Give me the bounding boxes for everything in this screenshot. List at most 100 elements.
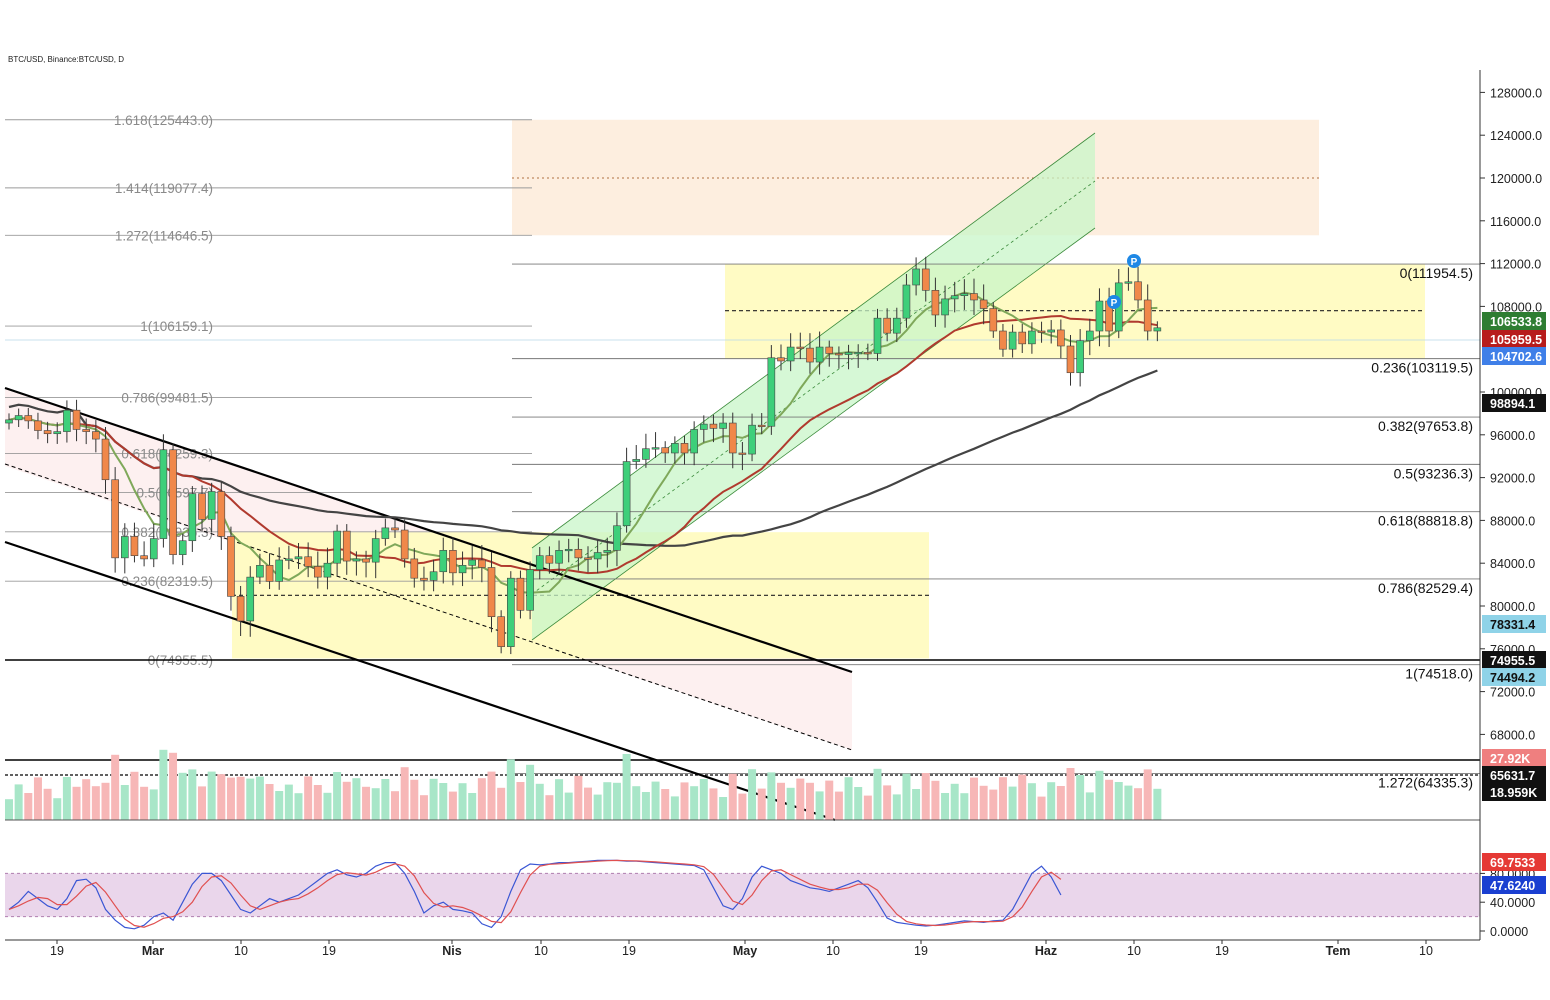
candle-down (728, 422, 737, 454)
volume-bar (255, 776, 264, 820)
fib-right-label: 0.236(103119.5) (1371, 360, 1473, 376)
volume-bar (651, 781, 660, 820)
volume-bar (458, 783, 467, 820)
candle-down (313, 566, 322, 578)
volume-bar (207, 771, 216, 820)
fib-left-label: 0.786(99481.5) (121, 391, 213, 406)
pivot-marker (1107, 295, 1121, 309)
candle-down (709, 423, 718, 429)
candle-down (1143, 299, 1152, 332)
volume-bar (91, 786, 100, 820)
candle-down (979, 299, 988, 309)
fib-left-label: 1.414(119077.4) (115, 181, 213, 196)
ma-slow-line (8, 369, 1158, 547)
candle-down (545, 555, 554, 564)
stoch-k-line (8, 859, 1062, 930)
time-axis-label: 19 (1215, 944, 1229, 958)
candle-up (1153, 327, 1162, 332)
pivot-label: P (1131, 257, 1138, 268)
time-axis-label: Mar (142, 944, 164, 958)
volume-bar (14, 784, 23, 820)
stoch-band (5, 873, 1480, 917)
volume-bar (844, 777, 853, 820)
volume-bar (516, 782, 525, 820)
candle-down (92, 431, 100, 440)
volume-bar (622, 754, 631, 820)
volume-bar (1085, 792, 1094, 820)
candle-up (1076, 340, 1084, 374)
volume-bar (477, 778, 486, 820)
volume-bar (1124, 785, 1133, 820)
volume-bar (159, 749, 168, 820)
volume-bar (178, 772, 187, 820)
price-axis-label: 80000.0 (1490, 600, 1535, 614)
volume-bar (989, 789, 998, 820)
candle-up (381, 527, 390, 539)
volume-bar (690, 786, 699, 820)
price-flag (1482, 330, 1546, 348)
volume-bar (574, 775, 583, 820)
volume-bar (603, 782, 612, 820)
candle-down (921, 268, 930, 291)
fib-left-label: 0.236(82319.5) (121, 574, 213, 589)
volume-bar (950, 783, 959, 820)
volume-bar (834, 791, 843, 820)
volume-bar (883, 785, 892, 820)
stoch-d-line (8, 859, 1062, 928)
candle-down (236, 596, 245, 622)
candle-up (632, 459, 641, 462)
volume-bar (921, 773, 930, 820)
price-axis-label: 120000.0 (1490, 172, 1542, 186)
volume-bar (149, 789, 158, 820)
volume-bar (825, 780, 834, 820)
price-axis-label: 108000.0 (1490, 300, 1542, 314)
candle-down (362, 558, 370, 563)
candle-down (680, 443, 689, 454)
volume-bar (912, 789, 921, 820)
volume-bar (217, 774, 226, 820)
time-axis-label: Nis (442, 944, 462, 958)
candle-up (352, 558, 361, 562)
volume-bar (111, 754, 120, 820)
candle-down (169, 449, 177, 555)
volume-bar (545, 795, 554, 820)
candle-up (1086, 330, 1094, 341)
candle-up (912, 268, 920, 286)
time-axis-label: 19 (914, 944, 928, 958)
volume-bar (1047, 782, 1056, 820)
candle-down (265, 565, 274, 582)
candle-down (217, 491, 226, 537)
candle-up (786, 346, 795, 362)
price-flag-label: 18.959K (1490, 786, 1537, 800)
price-axis-label: 116000.0 (1490, 215, 1541, 229)
fib-left-label: 1.272(114646.5) (115, 228, 213, 243)
pivot-marker (1127, 254, 1141, 268)
stoch-flag (1482, 876, 1546, 894)
candle-down (140, 555, 148, 560)
volume-bar (294, 793, 303, 820)
candle-down (1066, 345, 1075, 374)
candle-up (941, 298, 949, 316)
candle-up (699, 423, 708, 430)
candle-down (342, 530, 351, 562)
volume-bar (941, 793, 950, 820)
candle-up (902, 284, 911, 319)
candle-up (622, 461, 631, 527)
candle-down (410, 558, 419, 579)
candle-up (323, 562, 332, 578)
candle-down (584, 557, 592, 560)
volume-bar (72, 786, 81, 820)
time-axis-label: 10 (826, 944, 840, 958)
candle-down (516, 577, 525, 611)
price-flag-label: 106533.8 (1490, 315, 1542, 329)
volume-bar (246, 778, 255, 820)
volume-bar (526, 764, 535, 820)
candle-down (198, 493, 206, 520)
volume-bar (506, 759, 515, 820)
candle-up (333, 530, 341, 564)
candle-down (574, 548, 583, 559)
candle-up (564, 548, 573, 552)
volume-bar (641, 792, 650, 820)
candle-up (671, 443, 679, 454)
